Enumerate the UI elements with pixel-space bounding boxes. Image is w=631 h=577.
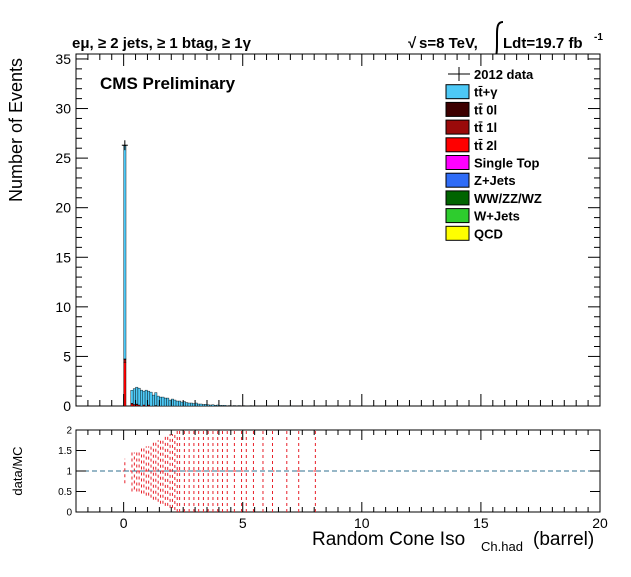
- ratio-y-tick-label: 0.5: [58, 487, 72, 498]
- y-tick-label: 10: [55, 299, 71, 315]
- x-tick-label: 0: [120, 515, 128, 531]
- y-tick-label: 15: [55, 249, 71, 265]
- histogram-bar: [152, 395, 154, 406]
- integral-symbol: [492, 22, 503, 58]
- histogram-bar: [190, 403, 192, 406]
- histogram-bar: [162, 397, 164, 406]
- x-tick-label: 20: [592, 515, 608, 531]
- legend-entry-label: W+Jets: [474, 209, 520, 224]
- x-axis-label-subscript: Ch.had: [481, 539, 523, 554]
- histogram-bar: [238, 406, 240, 407]
- y-tick-label: 20: [55, 200, 71, 216]
- x-axis-label-suffix: (barrel): [533, 529, 594, 550]
- legend-entry-label: Single Top: [474, 156, 540, 171]
- histogram-bar: [150, 392, 152, 406]
- header-lumi: √ s=8 TeV, Ldt=19.7 fb -1: [408, 22, 603, 58]
- histogram-bar: [221, 405, 223, 406]
- legend-entry-label: WW/ZZ/WZ: [474, 191, 542, 206]
- x-tick-label: 15: [473, 515, 489, 531]
- ratio-y-tick-label: 1: [66, 467, 72, 478]
- y-tick-label: 25: [55, 150, 71, 166]
- y-axis-label: Number of Events: [6, 58, 26, 202]
- header-energy-text: s=8 TeV,: [419, 35, 478, 52]
- header-lumi-text: Ldt=19.7 fb: [503, 35, 583, 52]
- header-sqrt-symbol: √: [408, 35, 417, 52]
- histogram-bar: [214, 405, 216, 406]
- legend-entry-label: tt̄ 2l: [474, 138, 497, 153]
- legend-swatch: [446, 173, 469, 187]
- y-tick-label: 0: [63, 398, 71, 414]
- main-plot-panel: 0 5 10 15 20 25 30 35 CMS Preliminary 2012 data…: [6, 51, 600, 414]
- histogram-bar: [202, 405, 204, 406]
- legend-swatch: [446, 209, 469, 223]
- legend-swatch: [446, 85, 469, 99]
- legend-swatch: [446, 226, 469, 240]
- histogram-bar: [174, 400, 176, 406]
- ratio-y-tick-label: 2: [66, 426, 72, 437]
- ratio-y-tick-label: 1.5: [58, 446, 72, 457]
- y-tick-label: 35: [55, 51, 71, 67]
- histogram-bar: [131, 390, 133, 403]
- histogram-bar: [143, 391, 145, 405]
- legend-swatch: [446, 191, 469, 205]
- legend-entry-label: tt̄ 1l: [474, 120, 497, 135]
- cms-preliminary-label: CMS Preliminary: [100, 74, 236, 93]
- legend-entry-label: 2012 data: [474, 67, 534, 82]
- histogram-bar: [155, 393, 157, 406]
- header-selection-text: eμ, ≥ 2 jets, ≥ 1 btag, ≥ 1γ: [72, 35, 252, 52]
- histogram-bar: [164, 398, 166, 406]
- legend-entry-label: tt̄+γ: [474, 85, 498, 100]
- x-axis-label-main: Random Cone Iso: [312, 529, 465, 550]
- histogram-bar: [209, 405, 211, 406]
- histogram-bar: [233, 406, 235, 407]
- y-tick-label: 5: [63, 348, 71, 364]
- x-axis-label: Random Cone Iso Ch.had (barrel): [312, 529, 594, 554]
- legend-entry-label: tt̄ 0l: [474, 102, 497, 117]
- histogram-bar: [140, 390, 142, 406]
- y-tick-label: 30: [55, 101, 71, 117]
- legend-entry-label: QCD: [474, 226, 503, 241]
- histogram-bar: [188, 403, 190, 406]
- histogram-bar: [167, 398, 169, 406]
- histogram-bar: [197, 404, 199, 406]
- ratio-y-axis-label: data/MC: [10, 446, 25, 495]
- histogram-bar: [124, 146, 126, 359]
- x-tick-label: 5: [239, 515, 247, 531]
- header-lumi-exponent: -1: [594, 32, 603, 43]
- histogram-bar: [212, 405, 214, 406]
- histogram-bar: [138, 388, 140, 405]
- histogram-bar: [178, 401, 180, 406]
- legend-swatch: [446, 138, 469, 152]
- histogram-bar: [200, 404, 202, 406]
- histogram-bar: [176, 401, 178, 406]
- histogram-bar: [124, 359, 126, 362]
- histogram-bar: [224, 405, 226, 406]
- histogram-bar: [186, 403, 188, 406]
- legend-entry-label: Z+Jets: [474, 173, 516, 188]
- histogram-bar: [131, 404, 133, 406]
- legend-swatch: [446, 102, 469, 116]
- ratio-y-tick-label: 0: [66, 508, 72, 519]
- legend-swatch: [446, 120, 469, 134]
- legend-swatch: [446, 156, 469, 170]
- main-plot-frame: [76, 54, 600, 406]
